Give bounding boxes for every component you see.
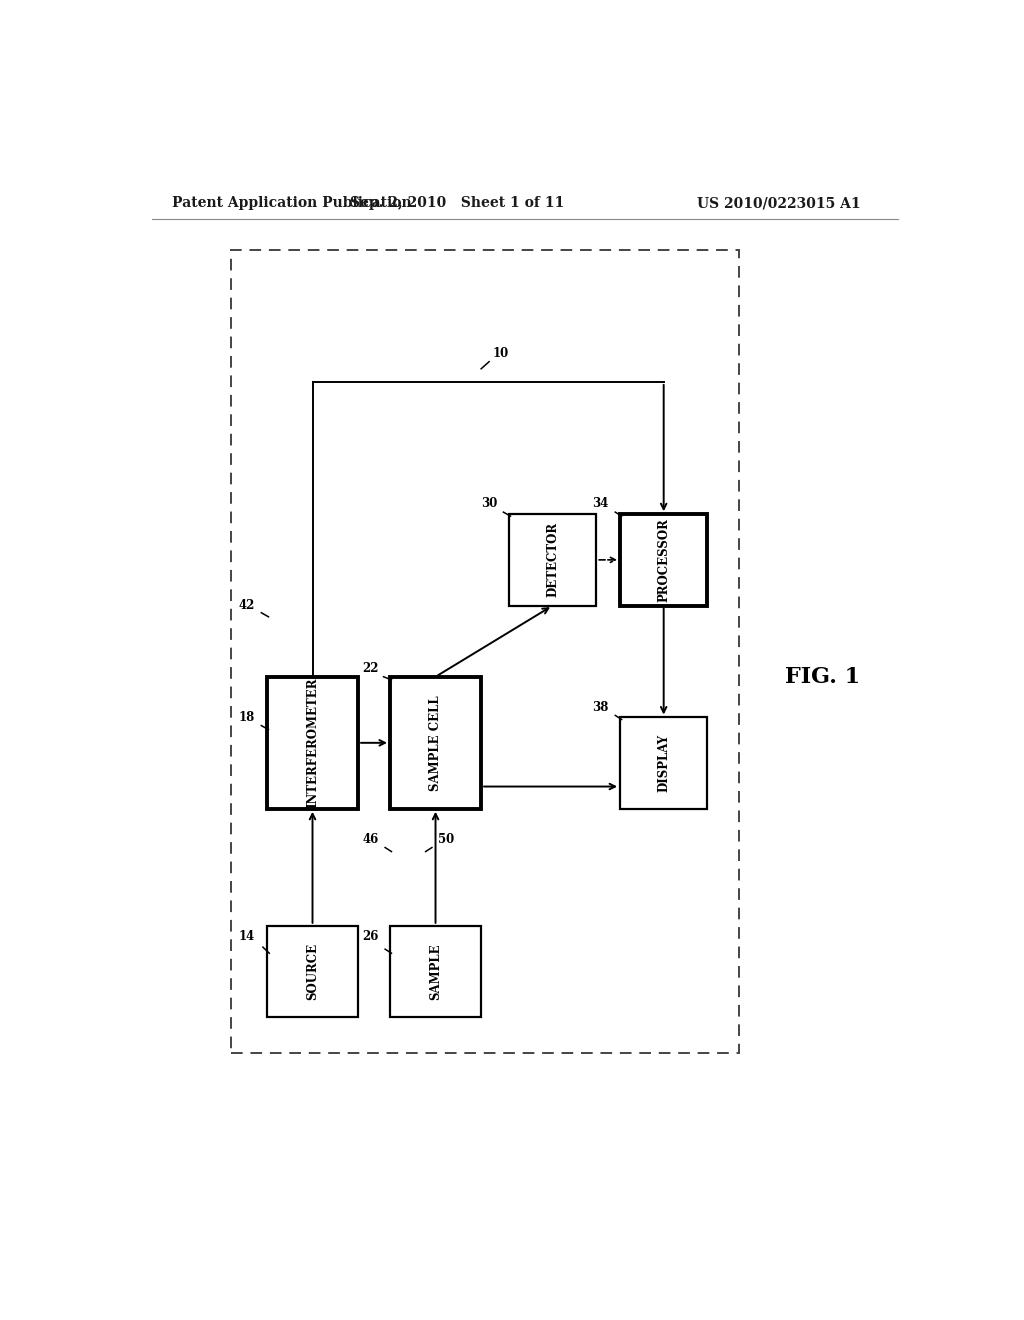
Text: 50: 50 [437,833,454,846]
Bar [231,249,739,1053]
Text: PROCESSOR: PROCESSOR [657,517,670,602]
Text: 18: 18 [239,711,255,723]
Bar [620,513,708,606]
Text: 22: 22 [362,663,379,675]
Bar [390,677,481,809]
Text: DETECTOR: DETECTOR [546,523,559,598]
Bar [267,677,358,809]
Bar [509,513,596,606]
Text: 26: 26 [362,931,379,944]
Text: SAMPLE CELL: SAMPLE CELL [429,696,442,791]
Text: Patent Application Publication: Patent Application Publication [172,197,412,210]
Text: DISPLAY: DISPLAY [657,734,670,792]
Text: 38: 38 [593,701,609,714]
Text: Sep. 2, 2010   Sheet 1 of 11: Sep. 2, 2010 Sheet 1 of 11 [350,197,564,210]
Text: 30: 30 [481,498,498,511]
Bar [267,925,358,1018]
Text: FIG. 1: FIG. 1 [784,665,860,688]
Bar [390,925,481,1018]
Text: 34: 34 [593,498,609,511]
Text: 46: 46 [362,833,379,846]
Text: 10: 10 [494,347,509,360]
Text: SOURCE: SOURCE [306,942,319,1001]
Text: 14: 14 [239,931,255,944]
Text: INTERFEROMETER: INTERFEROMETER [306,677,319,808]
Bar [620,718,708,809]
Text: US 2010/0223015 A1: US 2010/0223015 A1 [697,197,860,210]
Text: SAMPLE: SAMPLE [429,944,442,999]
Text: 42: 42 [239,599,255,612]
